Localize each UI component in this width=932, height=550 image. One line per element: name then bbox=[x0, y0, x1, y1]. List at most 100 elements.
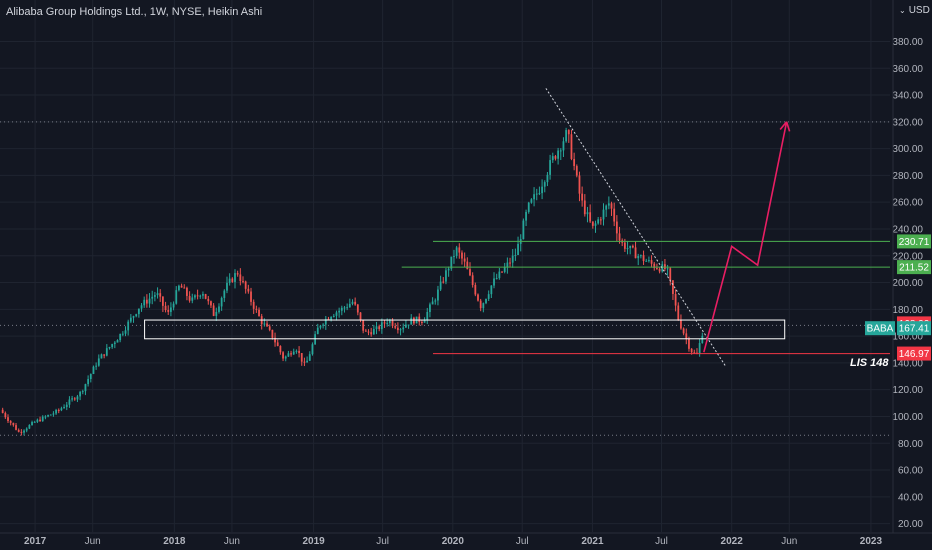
candle-body bbox=[549, 160, 551, 175]
candle-body bbox=[501, 271, 503, 273]
candle-body bbox=[557, 150, 560, 159]
candle-body bbox=[535, 193, 538, 195]
candle-body bbox=[338, 310, 341, 313]
candle-body bbox=[343, 307, 346, 309]
candle-body bbox=[656, 268, 658, 270]
candle-body bbox=[332, 315, 335, 317]
candle-body bbox=[41, 416, 44, 422]
candle-body bbox=[356, 304, 359, 313]
candle-body bbox=[87, 379, 90, 385]
candle-body bbox=[266, 323, 268, 327]
candle-body bbox=[23, 430, 25, 433]
candle-body bbox=[642, 255, 645, 261]
candle-body bbox=[129, 317, 132, 322]
candle-body bbox=[132, 316, 135, 318]
candle-body bbox=[210, 301, 212, 306]
candle-body bbox=[685, 333, 688, 339]
candle-body bbox=[252, 301, 255, 309]
candle-body bbox=[268, 326, 271, 330]
candle-body bbox=[204, 294, 207, 299]
candle-body bbox=[372, 329, 375, 335]
candle-body bbox=[666, 268, 669, 270]
candle-body bbox=[629, 245, 632, 249]
candle-body bbox=[445, 270, 447, 282]
candle-body bbox=[28, 425, 31, 429]
candle-body bbox=[300, 353, 303, 362]
candle-body bbox=[664, 264, 666, 269]
candle-body bbox=[701, 335, 704, 344]
candle-body bbox=[458, 247, 461, 253]
x-tick-label: Jun bbox=[781, 536, 797, 547]
candle-body bbox=[367, 331, 370, 333]
candle-body bbox=[461, 252, 463, 259]
candle-body bbox=[20, 431, 23, 433]
candle-body bbox=[324, 318, 327, 325]
candle-body bbox=[479, 300, 482, 309]
candle-body bbox=[170, 307, 172, 312]
candle-body bbox=[167, 309, 170, 312]
candle-body bbox=[631, 245, 634, 248]
candle-body bbox=[97, 358, 100, 366]
candle-body bbox=[207, 298, 210, 302]
candle-body bbox=[218, 306, 220, 312]
candle-body bbox=[399, 329, 402, 331]
candle-body bbox=[554, 156, 557, 159]
candles-group bbox=[1, 127, 704, 436]
x-tick-label: 2017 bbox=[24, 536, 47, 547]
candle-body bbox=[493, 278, 495, 286]
candle-body bbox=[116, 340, 119, 343]
y-tick-label: 140.00 bbox=[892, 358, 923, 369]
candle-body bbox=[258, 309, 260, 317]
candle-body bbox=[591, 221, 594, 226]
currency-selector[interactable]: ⌄ USD bbox=[899, 5, 930, 16]
y-tick-label: 60.00 bbox=[898, 466, 923, 477]
chevron-down-icon: ⌄ bbox=[899, 6, 906, 15]
price-badge bbox=[897, 346, 931, 361]
candle-body bbox=[188, 295, 191, 301]
candle-body bbox=[402, 327, 405, 330]
candle-body bbox=[517, 243, 519, 256]
candle-body bbox=[378, 326, 381, 330]
y-tick-label: 300.00 bbox=[892, 144, 923, 155]
candle-body bbox=[60, 408, 63, 411]
candle-body bbox=[690, 348, 693, 353]
candle-body bbox=[426, 311, 429, 321]
candle-body bbox=[135, 314, 138, 317]
price-badge bbox=[897, 321, 931, 336]
candle-body bbox=[143, 299, 146, 306]
y-tick-label: 360.00 bbox=[892, 64, 923, 75]
candle-body bbox=[95, 365, 98, 367]
candle-body bbox=[477, 294, 479, 301]
candle-body bbox=[148, 298, 151, 304]
symbol-tag-label: BABA bbox=[867, 324, 894, 335]
candle-body bbox=[290, 353, 292, 355]
candle-body bbox=[463, 258, 466, 262]
x-tick-label: Jun bbox=[224, 536, 240, 547]
candle-body bbox=[103, 354, 106, 356]
currency-label: USD bbox=[908, 5, 930, 16]
candle-body bbox=[220, 297, 223, 307]
candle-body bbox=[223, 290, 226, 298]
y-tick-label: 200.00 bbox=[892, 278, 923, 289]
candle-body bbox=[506, 262, 509, 268]
candle-body bbox=[47, 415, 49, 417]
candle-body bbox=[605, 205, 608, 210]
candle-body bbox=[650, 260, 653, 264]
price-badge bbox=[897, 234, 931, 249]
candle-body bbox=[287, 353, 290, 357]
candle-body bbox=[145, 299, 148, 304]
candle-body bbox=[351, 301, 354, 304]
candle-body bbox=[215, 311, 218, 316]
candle-body bbox=[602, 209, 605, 220]
candle-body bbox=[546, 174, 549, 183]
candle-body bbox=[330, 316, 333, 320]
annotation-lis: LIS 148 bbox=[850, 357, 889, 369]
candle-body bbox=[450, 256, 453, 269]
candle-body bbox=[119, 333, 122, 341]
arrow-head-icon bbox=[779, 121, 788, 130]
candle-body bbox=[276, 342, 279, 347]
candle-body bbox=[271, 329, 274, 338]
candle-body bbox=[543, 182, 546, 187]
candle-body bbox=[623, 242, 626, 249]
